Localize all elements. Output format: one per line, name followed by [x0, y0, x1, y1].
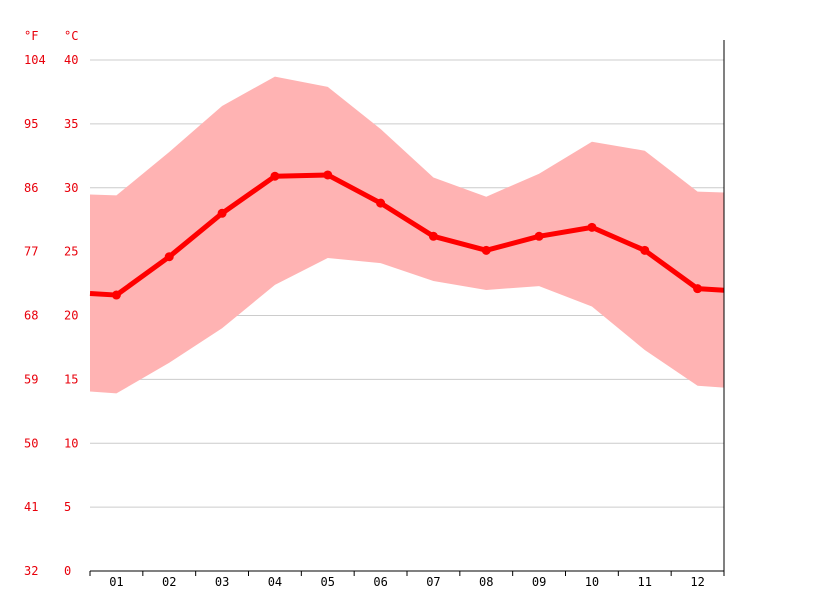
fahrenheit-tick-label: 104 [24, 53, 46, 67]
celsius-tick-label: 30 [64, 181, 78, 195]
celsius-tick-label: 40 [64, 53, 78, 67]
fahrenheit-tick-label: 32 [24, 564, 38, 578]
month-tick-label: 09 [532, 575, 546, 589]
celsius-tick-label: 25 [64, 245, 78, 259]
month-tick-label: 11 [638, 575, 652, 589]
mean-point [270, 171, 280, 181]
celsius-tick-label: 15 [64, 372, 78, 386]
fahrenheit-tick-label: 59 [24, 372, 38, 386]
month-tick-label: 07 [426, 575, 440, 589]
fahrenheit-tick-label: 41 [24, 500, 38, 514]
celsius-tick-label: 5 [64, 500, 71, 514]
mean-point [534, 231, 544, 241]
mean-point [164, 252, 174, 262]
fahrenheit-tick-label: 50 [24, 436, 38, 450]
temperature-range-band [90, 76, 724, 394]
mean-temperature-line [89, 172, 725, 298]
mean-point [111, 290, 121, 300]
fahrenheit-tick-label: 68 [24, 309, 38, 323]
month-tick-label: 10 [585, 575, 599, 589]
mean-temperature-points [111, 170, 703, 300]
fahrenheit-tick-label: 86 [24, 181, 38, 195]
fahrenheit-tick-label: 95 [24, 117, 38, 131]
month-tick-label: 04 [268, 575, 282, 589]
celsius-unit-label: °C [64, 29, 78, 43]
celsius-tick-label: 10 [64, 436, 78, 450]
month-tick-label: 08 [479, 575, 493, 589]
mean-point [428, 231, 438, 241]
mean-point [376, 198, 386, 208]
month-tick-label: 02 [162, 575, 176, 589]
month-tick-label: 01 [109, 575, 123, 589]
fahrenheit-unit-label: °F [24, 29, 38, 43]
celsius-tick-label: 20 [64, 309, 78, 323]
month-tick-label: 05 [321, 575, 335, 589]
y-axis-tick-labels: 0 32 5 41 10 50 15 59 20 68 25 77 30 86 35 95 40 104 [24, 53, 78, 578]
mean-point [217, 208, 227, 218]
mean-point [481, 245, 491, 255]
month-tick-label: 03 [215, 575, 229, 589]
fahrenheit-tick-label: 77 [24, 245, 38, 259]
mean-point [693, 284, 703, 294]
chart-axes [89, 40, 725, 576]
celsius-tick-label: 0 [64, 564, 71, 578]
month-tick-label: 06 [373, 575, 387, 589]
mean-point [323, 170, 333, 180]
month-tick-label: 12 [690, 575, 704, 589]
mean-point [587, 222, 597, 232]
x-axis-tick-labels: 01 02 03 04 05 06 07 08 09 10 11 12 [109, 575, 705, 589]
mean-point [640, 245, 650, 255]
celsius-tick-label: 35 [64, 117, 78, 131]
